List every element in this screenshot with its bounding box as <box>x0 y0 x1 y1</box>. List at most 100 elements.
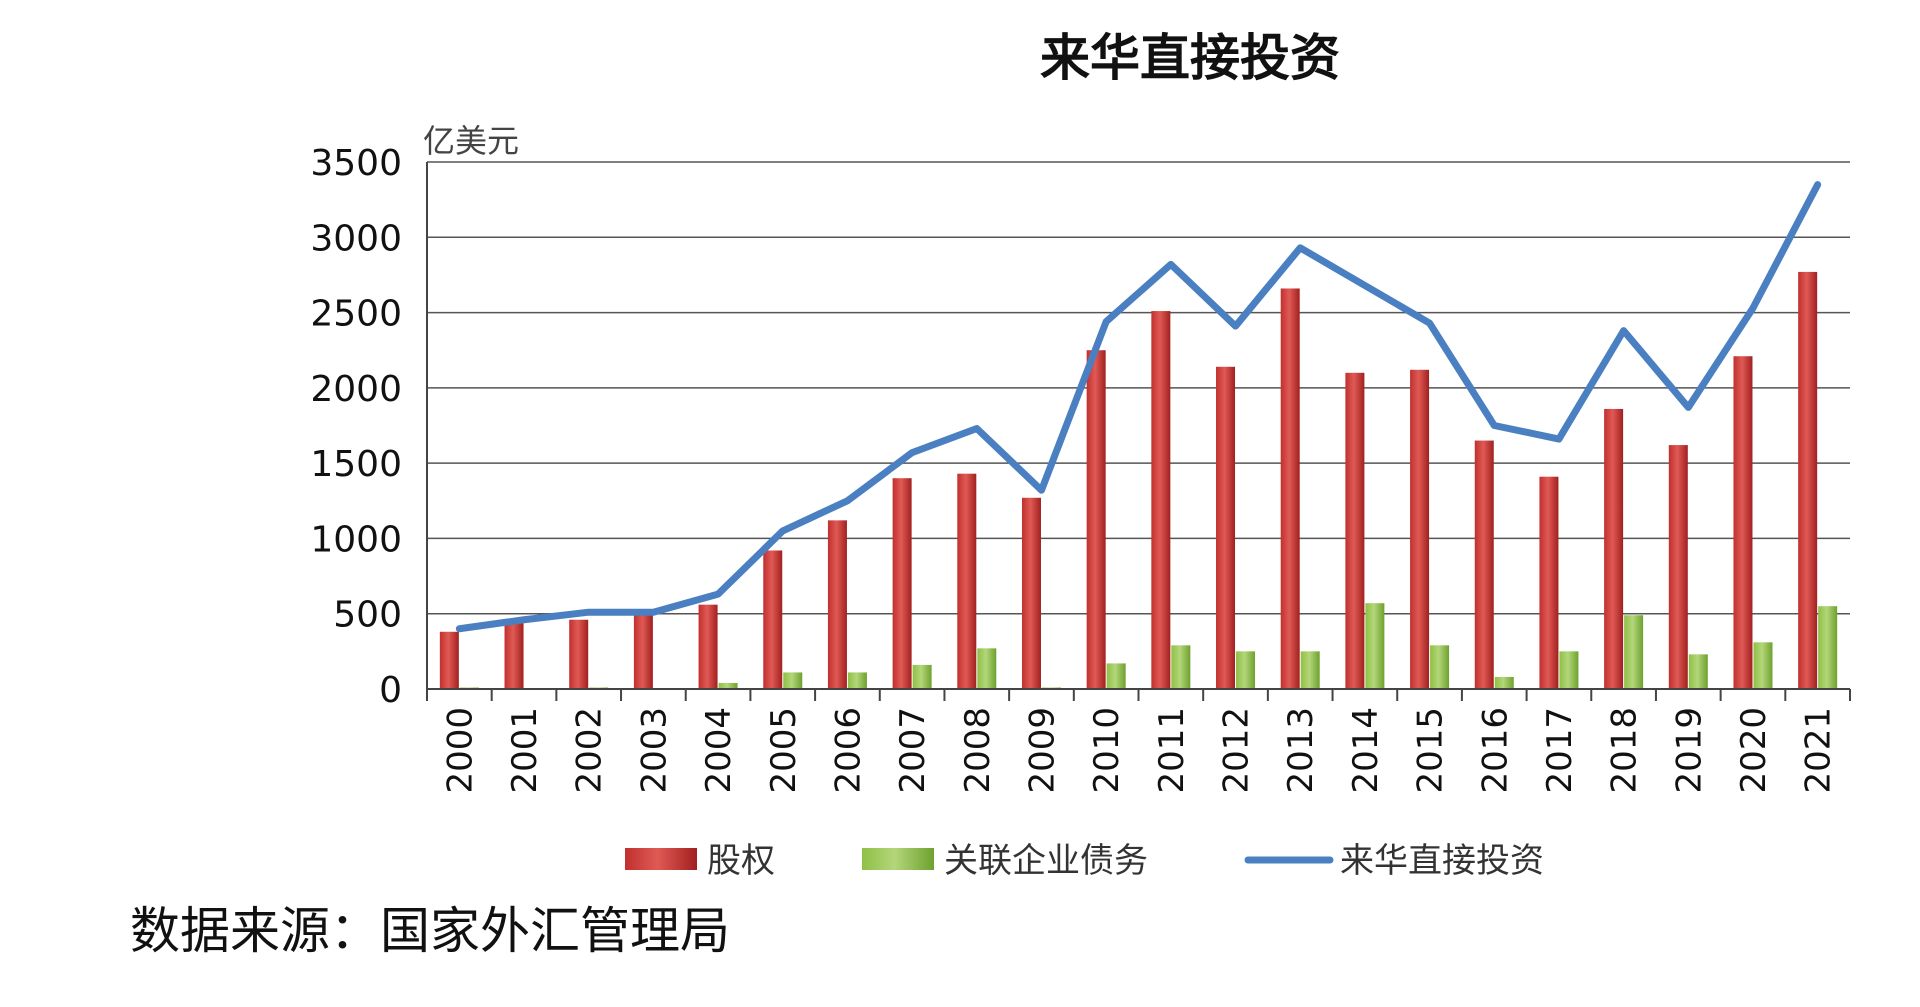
equity-bar-2014 <box>1345 372 1365 689</box>
fdi-point-2015 <box>1429 322 1431 324</box>
legend-label-1: 关联企业债务 <box>944 841 1148 881</box>
equity-bar-2002 <box>569 619 589 689</box>
y-tick-label: 3000 <box>310 218 402 259</box>
fdi-point-2021 <box>1817 184 1819 186</box>
equity-bar-2005 <box>763 550 783 689</box>
legend: 股权 关联企业债务 来华直接投资 <box>625 841 1544 881</box>
fdi-point-2019 <box>1687 406 1689 408</box>
y-axis-unit-label: 亿美元 <box>423 122 519 160</box>
equity-bar-2007 <box>892 478 912 689</box>
equity-bar-2003 <box>633 615 653 689</box>
equity-bar-2000 <box>439 631 459 689</box>
x-tick-label: 2013 <box>1281 707 1321 794</box>
y-tick-label: 3500 <box>310 143 402 184</box>
data-source-note: 数据来源：国家外汇管理局 <box>130 902 730 960</box>
debt-bar-2018 <box>1624 615 1644 689</box>
gridlines <box>427 161 1850 615</box>
equity-bar-2008 <box>957 473 977 689</box>
equity-bar-2017 <box>1539 476 1559 689</box>
x-tick-label: 2018 <box>1605 707 1645 794</box>
equity-bar-2009 <box>1021 497 1041 689</box>
fdi-point-2004 <box>717 593 719 595</box>
x-tick-label: 2004 <box>699 707 739 794</box>
fdi-point-2012 <box>1235 325 1237 327</box>
debt-bar-2013 <box>1300 651 1320 689</box>
equity-bar-2011 <box>1151 311 1171 689</box>
debt-bar-2005 <box>783 672 803 689</box>
chart-title: 来华直接投资 <box>1040 29 1340 87</box>
x-tick-labels: 2000 2001 2002 2003 2004 2005 2006 2007 2008 2009… <box>440 707 1838 794</box>
fdi-point-2000 <box>458 628 460 630</box>
y-tick-label: 2000 <box>310 369 402 410</box>
x-tick-label: 2009 <box>1022 707 1062 794</box>
debt-bar-2019 <box>1688 654 1708 689</box>
debt-bar-2015 <box>1430 645 1450 689</box>
x-tick-label: 2017 <box>1540 707 1580 794</box>
x-tick-label: 2011 <box>1152 707 1192 794</box>
x-tick-label: 2008 <box>958 707 998 794</box>
fdi-point-2016 <box>1493 425 1495 426</box>
x-tick-label: 2005 <box>764 707 804 794</box>
fdi-point-2006 <box>846 500 848 502</box>
fdi-point-2014 <box>1364 284 1366 286</box>
debt-bar-2017 <box>1559 651 1579 689</box>
debt-bar-2004 <box>718 682 738 689</box>
x-tick-label: 2021 <box>1799 707 1839 794</box>
legend-label-0: 股权 <box>707 841 775 881</box>
equity-bar-2004 <box>698 604 718 689</box>
y-tick-label: 1500 <box>310 444 402 485</box>
equity-bar-2006 <box>827 520 847 689</box>
y-tick-label: 500 <box>333 595 402 636</box>
x-tick-label: 2016 <box>1475 707 1515 794</box>
x-tick-label: 2000 <box>440 707 480 794</box>
fdi-point-2020 <box>1752 307 1754 309</box>
fdi-point-2007 <box>911 452 913 454</box>
fdi-point-2010 <box>1105 321 1107 323</box>
x-tick-label: 2015 <box>1411 707 1451 794</box>
x-tick-label: 2006 <box>828 707 868 794</box>
debt-bar-2010 <box>1106 663 1126 689</box>
debt-bar-2012 <box>1236 651 1256 689</box>
x-tick-label: 2012 <box>1217 707 1257 794</box>
y-tick-labels: 0 500 1000 1500 2000 2500 3000 3500 <box>310 143 402 711</box>
debt-bar-2020 <box>1753 642 1773 689</box>
equity-bar-2012 <box>1216 366 1236 689</box>
fdi-point-2018 <box>1623 330 1625 332</box>
equity-bar-2018 <box>1604 408 1624 689</box>
fdi-point-2009 <box>1040 489 1042 491</box>
y-tick-label: 0 <box>379 670 402 711</box>
equity-bar-2010 <box>1086 350 1106 689</box>
fdi-point-2002 <box>588 611 590 613</box>
x-tick-label: 2002 <box>570 707 610 794</box>
debt-bar-2007 <box>912 664 932 689</box>
debt-bar-2011 <box>1171 645 1191 689</box>
fdi-point-2001 <box>523 619 525 621</box>
legend-label-2: 来华直接投资 <box>1340 841 1544 881</box>
debt-bar-2006 <box>847 672 867 689</box>
x-tick-label: 2020 <box>1734 707 1774 794</box>
axes <box>426 162 1851 701</box>
x-tick-label: 2003 <box>634 707 674 794</box>
debt-bar-2008 <box>977 648 997 689</box>
legend-swatch-1 <box>862 848 934 870</box>
debt-bar-2021 <box>1818 606 1838 689</box>
y-tick-label: 1000 <box>310 519 402 560</box>
equity-bar-2020 <box>1733 356 1753 689</box>
x-tick-label: 2001 <box>505 707 545 794</box>
bar-series-group <box>439 271 1838 689</box>
x-tick-label: 2010 <box>1087 707 1127 794</box>
x-tick-label: 2007 <box>893 707 933 794</box>
line-series-group <box>455 181 1822 633</box>
fdi-total-line <box>455 181 1822 633</box>
equity-bar-2016 <box>1474 440 1494 689</box>
equity-bar-2001 <box>504 622 524 689</box>
y-tick-label: 2500 <box>310 294 402 335</box>
legend-swatch-0 <box>625 848 697 870</box>
equity-bar-2019 <box>1668 445 1688 689</box>
fdi-point-2003 <box>652 611 654 613</box>
debt-bar-2014 <box>1365 603 1385 689</box>
fdi-point-2008 <box>976 428 978 430</box>
equity-bar-2013 <box>1280 288 1300 689</box>
debt-bar-2016 <box>1494 676 1514 689</box>
